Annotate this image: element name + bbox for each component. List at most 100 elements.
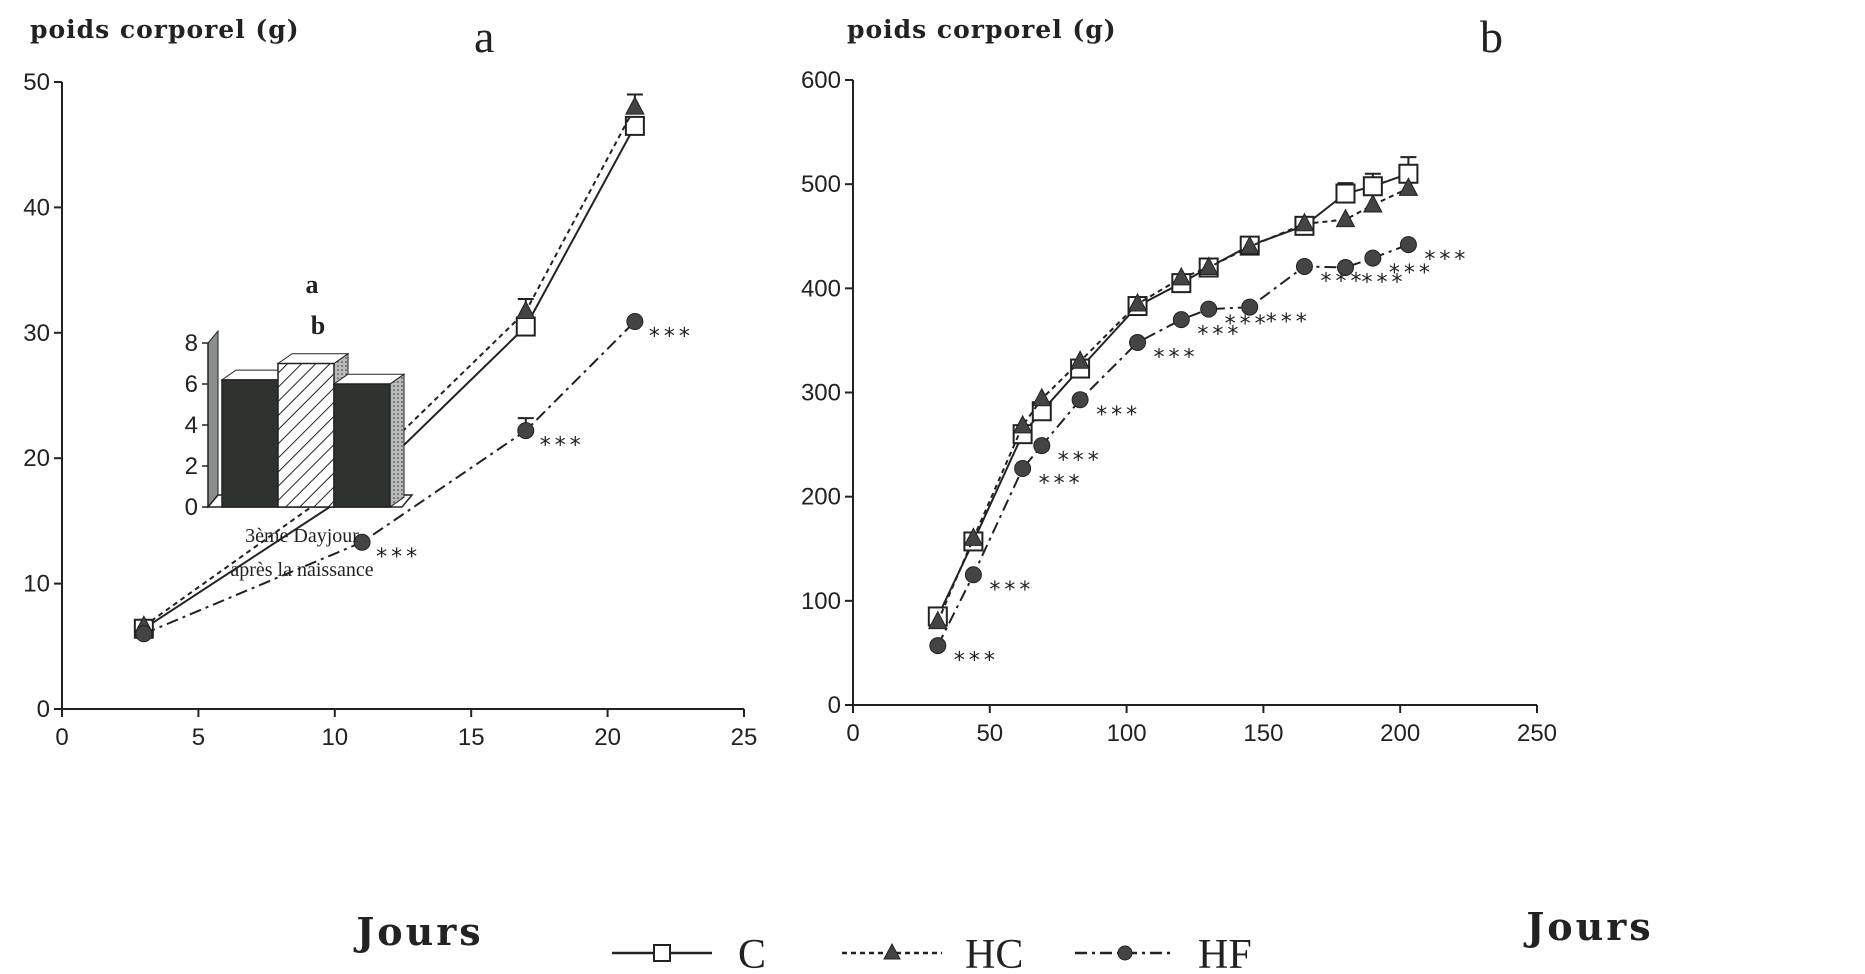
panel-a-xlabel: Jours: [353, 909, 483, 954]
panel-b-axes: 0 100 200 300 400 500 600 0 50 100 150 200 250: [801, 67, 1557, 747]
panel-a-ylabel: poids corporel (g): [30, 15, 300, 44]
panel-b-significance-stars: ***: [1361, 271, 1406, 296]
panel-a-xtick-label: 15: [458, 724, 485, 751]
panel-a-ytick-label: 10: [23, 571, 50, 598]
panel-b-xtick-label: 100: [1107, 720, 1147, 747]
panel-b-series-hc-point: [927, 610, 948, 630]
panel-a-xtick-label: 0: [55, 724, 68, 751]
panel-b-xtick-label: 150: [1243, 720, 1283, 747]
inset-bar: [333, 383, 391, 508]
panel-a-xtick-label: 10: [321, 724, 348, 751]
inset-side-wall: [207, 329, 219, 509]
inset-letter-b: b: [311, 311, 325, 340]
panel-b-series-c-point: [1335, 183, 1356, 204]
panel-b-series-hf-point: [1033, 437, 1051, 455]
panel-b-series-hf-point: [929, 637, 947, 655]
panel-b-series-hc-point: [1239, 235, 1260, 255]
panel-b-series-hf-point: [1200, 300, 1218, 318]
panel-b-significance-stars: ***: [1389, 261, 1434, 286]
inset-bar-side: [389, 373, 405, 508]
panel-b-series-hf-point: [1295, 257, 1313, 275]
panel-b-series-hf-point: [1241, 298, 1259, 316]
panel-a-significance-stars: ***: [540, 434, 585, 459]
panel-b-series-hf-point: [1336, 259, 1354, 276]
panel-b-significance-stars: ***: [1225, 312, 1270, 337]
panel-a-ytick-label: 50: [23, 69, 50, 96]
panel-a-series-c-point: [515, 316, 536, 337]
panel-b-series-hc-point: [1335, 208, 1356, 228]
panel-a-xtick-label: 5: [192, 724, 205, 751]
panel-a-series-hf-point: [135, 625, 153, 643]
panel-b-xlabel: Jours: [1523, 904, 1653, 949]
panel-b-series-hf-point: [1071, 391, 1089, 409]
panel-b-series-hc-point: [1294, 212, 1315, 232]
panel-b-significance-stars: ***: [1039, 472, 1084, 497]
panel-b-series-c-line: [936, 172, 1409, 617]
legend-marker-hc: [883, 942, 901, 960]
panel-b-ytick-label: 100: [801, 588, 841, 615]
panel-a-series-c-line: [143, 125, 636, 630]
panel-b: poids corporel (g) b 0100200300400500600…: [801, 11, 1653, 949]
panel-b-significance-stars: ***: [1320, 269, 1365, 294]
panel-a-series-hf-point: [353, 533, 371, 551]
inset-letter-a: a: [306, 270, 319, 299]
panel-a-ytick-label: 30: [23, 320, 50, 347]
inset-bar: [277, 362, 335, 508]
panel-a-series-c-point: [624, 115, 645, 136]
panel-b-series-hc-point: [1198, 256, 1219, 275]
panel-b-ytick-label: 300: [801, 380, 841, 407]
panel-b-series-hc-point: [1012, 414, 1033, 434]
inset-bars: [220, 352, 406, 508]
panel-b-ytick-label: 500: [801, 171, 841, 198]
panel-a-series-hc-line: [143, 106, 636, 628]
panel-b-series-hf-point: [1364, 249, 1382, 267]
panel-a-significance-stars: ***: [376, 545, 421, 570]
panel-b-series-hf-point: [1172, 311, 1190, 329]
panel-a-xtick-label: 20: [594, 724, 621, 751]
inset-bar: [221, 379, 279, 508]
panel-a-xtick-label: 25: [731, 724, 758, 751]
panel-a-series-hc-point: [515, 300, 536, 319]
inset-xlabel-line2: après la naissance: [230, 559, 373, 581]
panel-b-xtick-label: 50: [976, 720, 1003, 747]
panel-b-series: [927, 156, 1419, 655]
panel-b-xtick-label: 0: [846, 720, 859, 747]
panel-a-series-hf-point: [626, 313, 644, 331]
legend-label-hc: HC: [965, 932, 1023, 974]
inset-ytick-label: 8: [185, 330, 198, 357]
panel-b-significance: ***************************************: [954, 248, 1469, 674]
panel-b-series-hf-point: [1014, 460, 1032, 478]
legend-label-hf: HF: [1198, 932, 1252, 974]
inset-xlabel-line1: 3ème Dayjour: [245, 525, 359, 547]
panel-b-significance-stars: ***: [1424, 248, 1469, 273]
panel-a-significance-stars: ***: [649, 325, 694, 350]
panel-b-xtick-label: 250: [1517, 720, 1557, 747]
inset-bar-chart: 0 2 4 6 8 a b 3ème Dayjour après la naissanc…: [185, 270, 414, 581]
panel-a-ytick-label: 40: [23, 194, 50, 221]
panel-b-significance-stars: ***: [989, 578, 1034, 603]
inset-ytick-label: 2: [185, 453, 198, 480]
panel-a-series-hf-point: [517, 422, 535, 440]
panel-b-significance-stars: ***: [1266, 310, 1311, 335]
legend-label-c: C: [738, 932, 766, 974]
panel-b-ytick-label: 600: [801, 67, 841, 94]
panel-b-significance-stars: ***: [1058, 449, 1103, 474]
inset-ytick-label: 6: [185, 371, 198, 398]
panel-b-series-c-point: [1362, 176, 1383, 197]
panel-b-series-hc-point: [1398, 177, 1419, 196]
panel-b-series-hc-point: [1171, 266, 1192, 286]
panel-b-significance-stars: ***: [1096, 403, 1141, 428]
panel-a-ytick-label: 20: [23, 445, 50, 472]
panel-b-series-hc-point: [963, 527, 984, 546]
legend-marker-c: [653, 944, 671, 962]
panel-b-series-hc-point: [1127, 292, 1148, 312]
panel-a-series-hc-point: [625, 96, 645, 115]
panel-b-series-hf-point: [964, 566, 982, 584]
panel-a-label: a: [474, 11, 494, 62]
panel-b-significance-stars: ***: [1154, 346, 1199, 371]
panel-b-ytick-label: 200: [801, 484, 841, 511]
panel-b-label: b: [1480, 11, 1503, 62]
